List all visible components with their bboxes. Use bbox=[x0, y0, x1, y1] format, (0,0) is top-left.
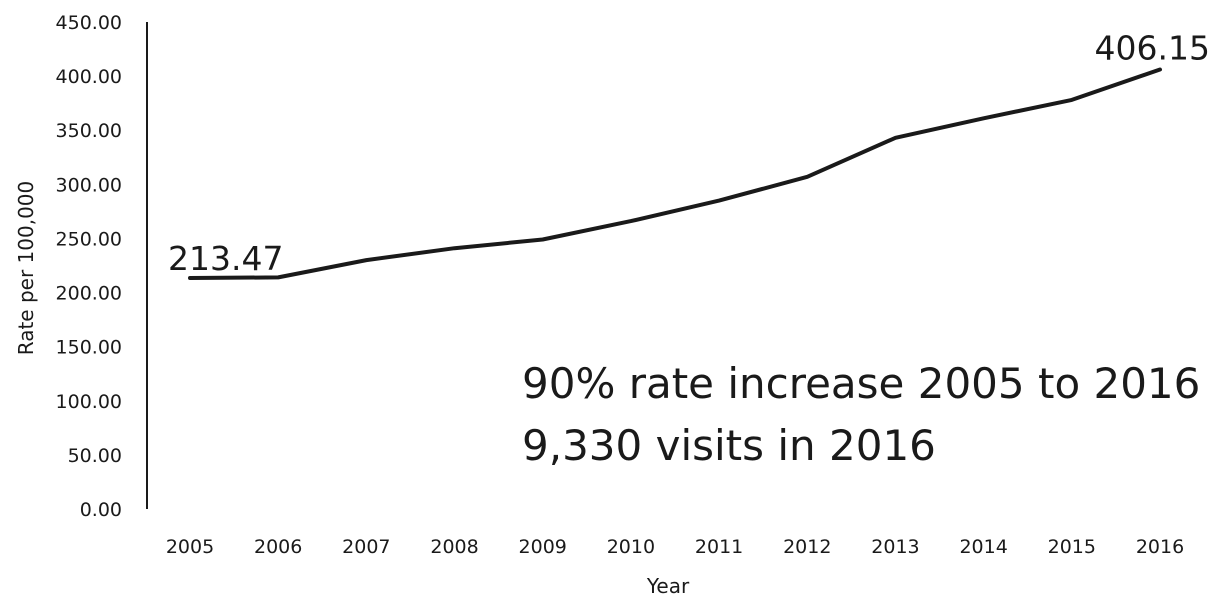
y-tick-label: 200.00 bbox=[56, 283, 122, 305]
x-tick-label: 2009 bbox=[519, 536, 567, 558]
x-tick-label: 2010 bbox=[607, 536, 655, 558]
data-labels: 213.47 406.15 bbox=[168, 28, 1210, 278]
y-tick-label: 0.00 bbox=[80, 499, 122, 521]
series-line bbox=[188, 67, 1162, 280]
x-tick-label: 2012 bbox=[783, 536, 831, 558]
annotation-rate-increase: 90% rate increase 2005 to 2016 bbox=[522, 359, 1200, 408]
y-tick-label: 50.00 bbox=[68, 445, 122, 467]
x-tick-label: 2016 bbox=[1136, 536, 1184, 558]
x-tick-label: 2013 bbox=[871, 536, 919, 558]
data-label: 213.47 bbox=[168, 239, 283, 278]
y-tick-label: 300.00 bbox=[56, 174, 122, 196]
x-axis-ticks: 2005 2006 2007 2008 2009 2010 2011 2012 2013 2014… bbox=[166, 536, 1184, 558]
x-tick-label: 2008 bbox=[430, 536, 478, 558]
annotation-visits: 9,330 visits in 2016 bbox=[522, 421, 936, 470]
y-axis-ticks: 0.00 50.00 100.00 150.00 200.00 250.00 300.00 3… bbox=[56, 12, 122, 521]
x-tick-label: 2005 bbox=[166, 536, 214, 558]
x-tick-label: 2014 bbox=[959, 536, 1007, 558]
data-label: 406.15 bbox=[1095, 28, 1210, 67]
y-tick-label: 150.00 bbox=[56, 337, 122, 359]
y-tick-label: 400.00 bbox=[56, 66, 122, 88]
x-axis-title: Year bbox=[646, 574, 690, 598]
x-tick-label: 2006 bbox=[254, 536, 302, 558]
y-tick-label: 100.00 bbox=[56, 391, 122, 413]
y-axis-title: Rate per 100,000 bbox=[14, 181, 38, 356]
y-tick-label: 350.00 bbox=[56, 120, 122, 142]
y-tick-label: 450.00 bbox=[56, 12, 122, 34]
x-tick-label: 2007 bbox=[342, 536, 390, 558]
x-tick-label: 2011 bbox=[695, 536, 743, 558]
x-tick-label: 2015 bbox=[1048, 536, 1096, 558]
y-tick-label: 250.00 bbox=[56, 228, 122, 250]
